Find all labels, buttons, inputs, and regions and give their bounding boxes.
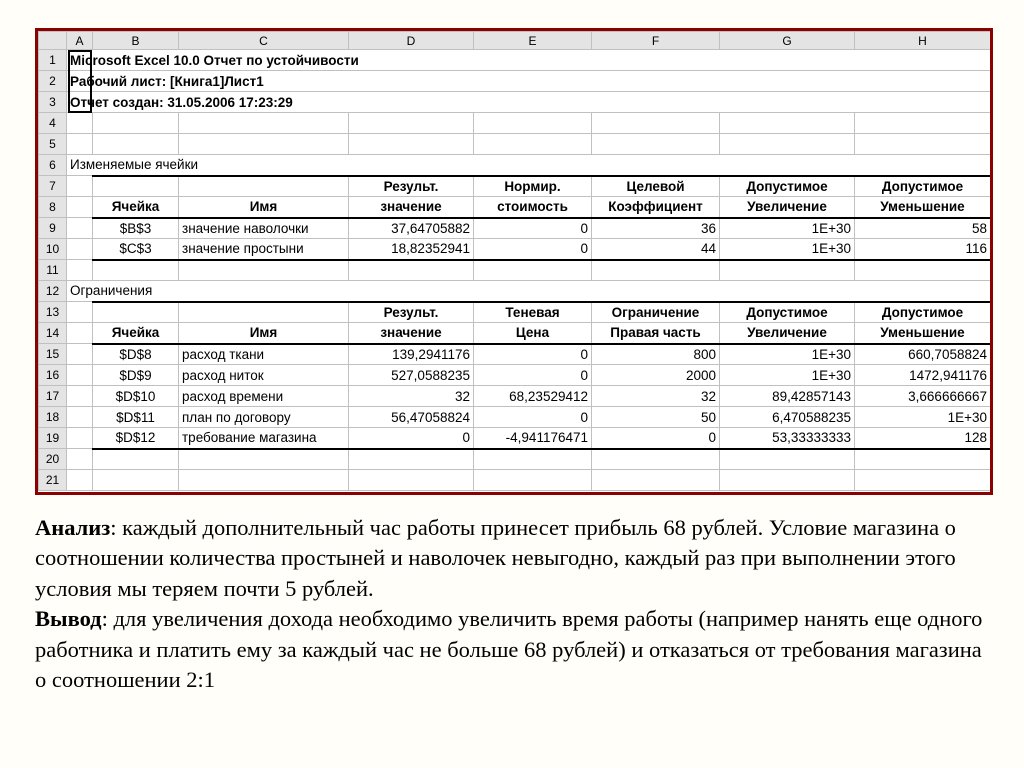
- section-changeable-cells: Изменяемые ячейки: [67, 155, 991, 176]
- var-row: 9 $B$3 значение наволочки 37,64705882 0 …: [39, 218, 991, 239]
- row-4[interactable]: 4: [39, 113, 67, 134]
- row-20[interactable]: 20: [39, 449, 67, 470]
- row-19[interactable]: 19: [39, 428, 67, 449]
- col-F[interactable]: F: [592, 32, 720, 50]
- conclusion-body: : для увеличения дохода необходимо увели…: [35, 606, 982, 692]
- var-row: 10 $C$3 значение простыни 18,82352941 0 …: [39, 239, 991, 260]
- row-14[interactable]: 14: [39, 323, 67, 344]
- cons-row: 18 $D$11план по договору 56,470588240 50…: [39, 407, 991, 428]
- row-12[interactable]: 12: [39, 281, 67, 302]
- analysis-label: Анализ: [35, 515, 110, 540]
- row-2[interactable]: 2: [39, 71, 67, 92]
- row-13[interactable]: 13: [39, 302, 67, 323]
- hdr-name: Имя: [179, 197, 349, 218]
- worksheet-name: Рабочий лист: [Книга1]Лист1: [67, 71, 991, 92]
- col-H[interactable]: H: [855, 32, 991, 50]
- hdr-cell: Ячейка: [93, 197, 179, 218]
- row-11[interactable]: 11: [39, 260, 67, 281]
- col-E[interactable]: E: [474, 32, 592, 50]
- cons-row: 16 $D$9расход ниток 527,05882350 20001E+…: [39, 365, 991, 386]
- row-6[interactable]: 6: [39, 155, 67, 176]
- row-16[interactable]: 16: [39, 365, 67, 386]
- row-3[interactable]: 3: [39, 92, 67, 113]
- col-B[interactable]: B: [93, 32, 179, 50]
- cons-row: 19 $D$12требование магазина 0-4,94117647…: [39, 428, 991, 449]
- hdr-allow-inc: Допустимое: [720, 176, 855, 197]
- section-constraints: Ограничения: [67, 281, 991, 302]
- hdr-allow-dec: Допустимое: [855, 176, 991, 197]
- row-17[interactable]: 17: [39, 386, 67, 407]
- row-15[interactable]: 15: [39, 344, 67, 365]
- row-9[interactable]: 9: [39, 218, 67, 239]
- col-D[interactable]: D: [349, 32, 474, 50]
- row-10[interactable]: 10: [39, 239, 67, 260]
- row-1[interactable]: 1: [39, 50, 67, 71]
- hdr-norm: Нормир.: [474, 176, 592, 197]
- spreadsheet-table: A B C D E F G H 1Microsoft Excel 10.0 От…: [38, 31, 991, 491]
- cons-row: 17 $D$10расход времени 3268,23529412 328…: [39, 386, 991, 407]
- hdr-target: Целевой: [592, 176, 720, 197]
- col-A[interactable]: A: [67, 32, 93, 50]
- excel-screenshot: A B C D E F G H 1Microsoft Excel 10.0 От…: [35, 28, 993, 495]
- hdr-result: Результ.: [349, 176, 474, 197]
- row-8[interactable]: 8: [39, 197, 67, 218]
- cons-row: 15 $D$8расход ткани 139,29411760 8001E+3…: [39, 344, 991, 365]
- column-headers: A B C D E F G H: [39, 32, 991, 50]
- col-C[interactable]: C: [179, 32, 349, 50]
- row-18[interactable]: 18: [39, 407, 67, 428]
- conclusion-label: Вывод: [35, 606, 102, 631]
- col-G[interactable]: G: [720, 32, 855, 50]
- report-created: Отчет создан: 31.05.2006 17:23:29: [67, 92, 991, 113]
- row-7[interactable]: 7: [39, 176, 67, 197]
- report-title: Microsoft Excel 10.0 Отчет по устойчивос…: [67, 50, 991, 71]
- row-5[interactable]: 5: [39, 134, 67, 155]
- row-21[interactable]: 21: [39, 470, 67, 491]
- analysis-text: Анализ: каждый дополнительный час работы…: [35, 513, 995, 695]
- analysis-body: : каждый дополнительный час работы прине…: [35, 515, 956, 601]
